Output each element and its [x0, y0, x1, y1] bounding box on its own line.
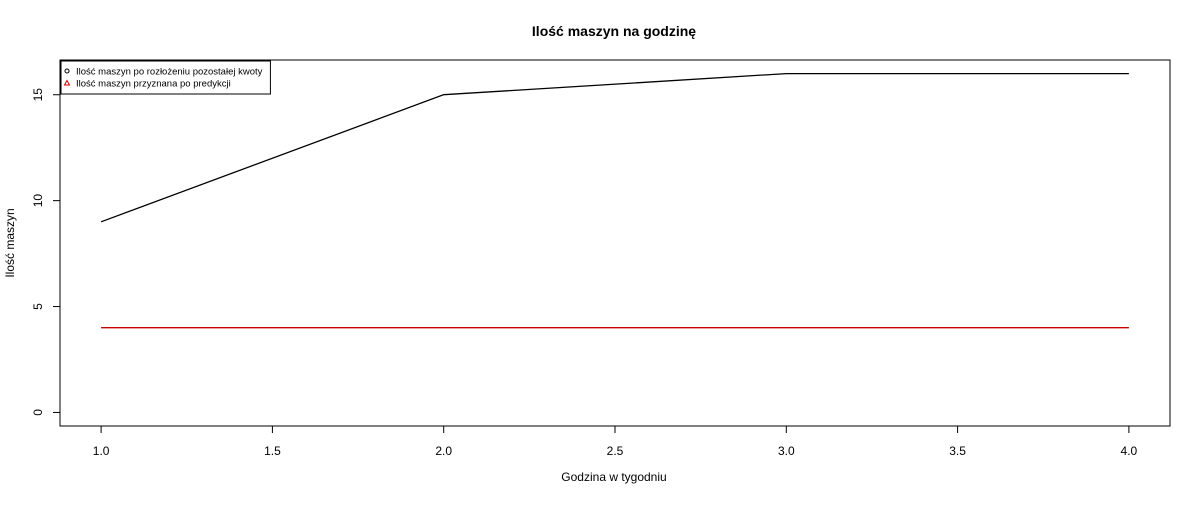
- x-tick-label: 1.5: [264, 444, 281, 458]
- legend-marker-triangle: [63, 79, 71, 86]
- y-tick-label: 10: [31, 194, 45, 208]
- x-tick-label: 3.5: [949, 444, 966, 458]
- y-axis-label: Ilość maszyn: [3, 208, 17, 277]
- x-tick-label: 2.5: [607, 444, 624, 458]
- x-axis: 1.0 1.5 2.0 2.5 3.0 3.5 4.0: [93, 425, 1138, 458]
- y-tick-label: 15: [31, 88, 45, 102]
- x-axis-label: Godzina w tygodniu: [561, 470, 666, 484]
- y-axis: 0 5 10 15: [31, 88, 61, 416]
- x-tick-label: 1.0: [93, 444, 110, 458]
- chart-title: Ilość maszyn na godzinę: [532, 23, 696, 39]
- legend: Ilość maszyn po rozłożeniu pozostałej kw…: [60, 60, 271, 95]
- legend-label: Ilość maszyn po rozłożeniu pozostałej kw…: [76, 67, 263, 78]
- legend-label: Ilość maszyn przyznana po predykcji: [76, 79, 231, 90]
- legend-box: [60, 60, 271, 95]
- x-tick-label: 3.0: [778, 444, 795, 458]
- legend-marker-circle: [64, 68, 70, 74]
- y-tick-label: 5: [31, 303, 45, 310]
- series-layer: [100, 72, 1129, 329]
- x-tick-label: 2.0: [435, 444, 452, 458]
- x-tick-label: 4.0: [1121, 444, 1138, 458]
- y-tick-label: 0: [31, 409, 45, 416]
- series-line-1: [100, 72, 1129, 223]
- plot-frame: [59, 59, 1171, 427]
